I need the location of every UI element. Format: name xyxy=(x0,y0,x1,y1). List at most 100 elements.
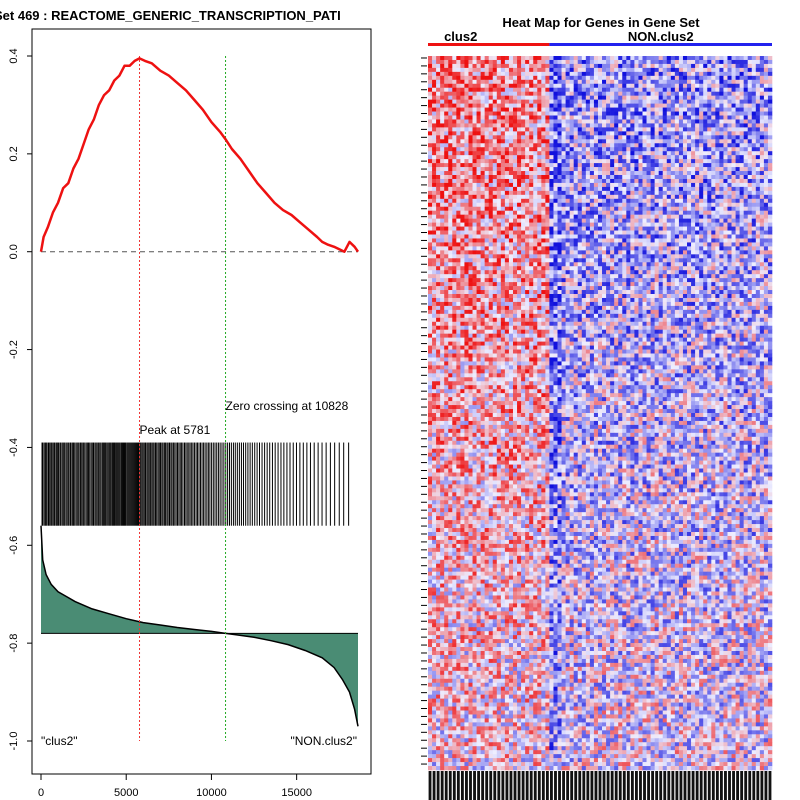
heat-cell xyxy=(606,83,611,89)
heat-cell xyxy=(545,194,550,200)
heat-cell xyxy=(529,155,534,160)
heat-cell xyxy=(428,163,433,168)
heat-cell xyxy=(723,202,728,208)
heat-cell xyxy=(602,79,607,85)
heat-cell xyxy=(585,194,591,200)
heat-cell xyxy=(731,206,736,211)
heat-cell xyxy=(480,71,485,77)
heat-cell xyxy=(727,222,732,227)
heat-cell xyxy=(448,79,453,85)
heat-cell xyxy=(658,242,664,247)
heat-cell xyxy=(545,83,550,89)
heat-cell xyxy=(695,67,700,73)
heat-cell xyxy=(448,143,453,148)
heat-cell xyxy=(440,202,445,208)
heat-cell xyxy=(719,266,724,271)
heat-cell xyxy=(460,79,465,85)
heat-cell xyxy=(662,95,668,100)
heat-cell xyxy=(719,107,724,112)
heat-cell xyxy=(751,194,757,200)
heat-cell xyxy=(739,266,744,271)
heat-cell xyxy=(436,59,441,65)
heat-cell xyxy=(512,67,518,73)
gene-hit-bars xyxy=(41,442,350,526)
heat-cell xyxy=(525,250,530,255)
heat-cell xyxy=(565,87,570,92)
heat-cell xyxy=(533,186,538,192)
heat-cell xyxy=(687,56,692,61)
heat-cell xyxy=(739,250,744,255)
heat-cell xyxy=(432,270,437,275)
heat-cell xyxy=(549,131,554,136)
heat-cell xyxy=(565,270,570,275)
heat-cell xyxy=(751,159,757,164)
heat-cell xyxy=(593,103,599,108)
heat-cell xyxy=(687,87,692,92)
heat-cell xyxy=(569,274,574,279)
heat-cell xyxy=(573,222,579,227)
heat-cell xyxy=(610,202,615,208)
heat-cell xyxy=(589,67,595,73)
heat-cell xyxy=(561,71,566,77)
heat-cell xyxy=(703,111,708,116)
heat-cell xyxy=(597,83,603,89)
heat-cell xyxy=(537,175,542,180)
heat-cell xyxy=(464,151,469,156)
heat-cell xyxy=(755,171,761,176)
heat-cell xyxy=(763,63,769,69)
heat-cell xyxy=(480,115,485,120)
heat-cell xyxy=(650,254,655,259)
heat-cell xyxy=(691,71,696,77)
heat-cell xyxy=(606,103,611,108)
heat-cell xyxy=(646,222,651,227)
heat-cell xyxy=(642,131,647,136)
heat-cell xyxy=(533,242,538,247)
heat-cell xyxy=(585,274,591,279)
heat-cell xyxy=(512,155,518,160)
heat-cell xyxy=(432,107,437,112)
heat-cell xyxy=(622,71,627,77)
heat-cell xyxy=(561,242,566,247)
heat-cell xyxy=(654,218,659,223)
heat-cell xyxy=(743,274,749,279)
heat-cell xyxy=(763,242,769,247)
heat-cell xyxy=(622,95,627,100)
heat-cell xyxy=(452,266,457,271)
heat-cell xyxy=(687,119,692,124)
heat-cell xyxy=(626,238,631,243)
heat-cell xyxy=(759,178,765,184)
heat-cell xyxy=(432,262,437,267)
heat-cell xyxy=(472,175,477,180)
heat-cell xyxy=(739,198,744,204)
heat-cell xyxy=(557,175,562,180)
heat-cell xyxy=(674,270,680,275)
heat-cell xyxy=(670,175,676,180)
heat-cell xyxy=(484,270,490,275)
heat-cell xyxy=(521,226,526,231)
heat-cell xyxy=(468,222,473,227)
heat-cell xyxy=(525,87,530,92)
heat-cell xyxy=(642,59,647,65)
heat-cell xyxy=(432,111,437,116)
heat-cell xyxy=(512,103,518,108)
heat-cell xyxy=(448,155,453,160)
heat-cell xyxy=(626,163,631,168)
heat-cell xyxy=(715,135,720,140)
heat-cell xyxy=(666,246,672,251)
heat-cell xyxy=(630,107,635,112)
heat-cell xyxy=(695,71,700,77)
heat-cell xyxy=(715,190,720,196)
heat-cell xyxy=(456,75,461,81)
heat-cell xyxy=(687,139,692,144)
heat-cell xyxy=(460,59,465,65)
heat-cell xyxy=(521,218,526,223)
heat-cell xyxy=(448,175,453,180)
heat-cell xyxy=(602,190,607,196)
heat-cell xyxy=(731,178,736,184)
heat-cell xyxy=(662,214,668,219)
heat-cell xyxy=(517,95,522,100)
heat-cell xyxy=(703,99,708,104)
heat-cell xyxy=(735,202,740,208)
heat-cell xyxy=(448,210,453,215)
heat-cell xyxy=(630,250,635,255)
